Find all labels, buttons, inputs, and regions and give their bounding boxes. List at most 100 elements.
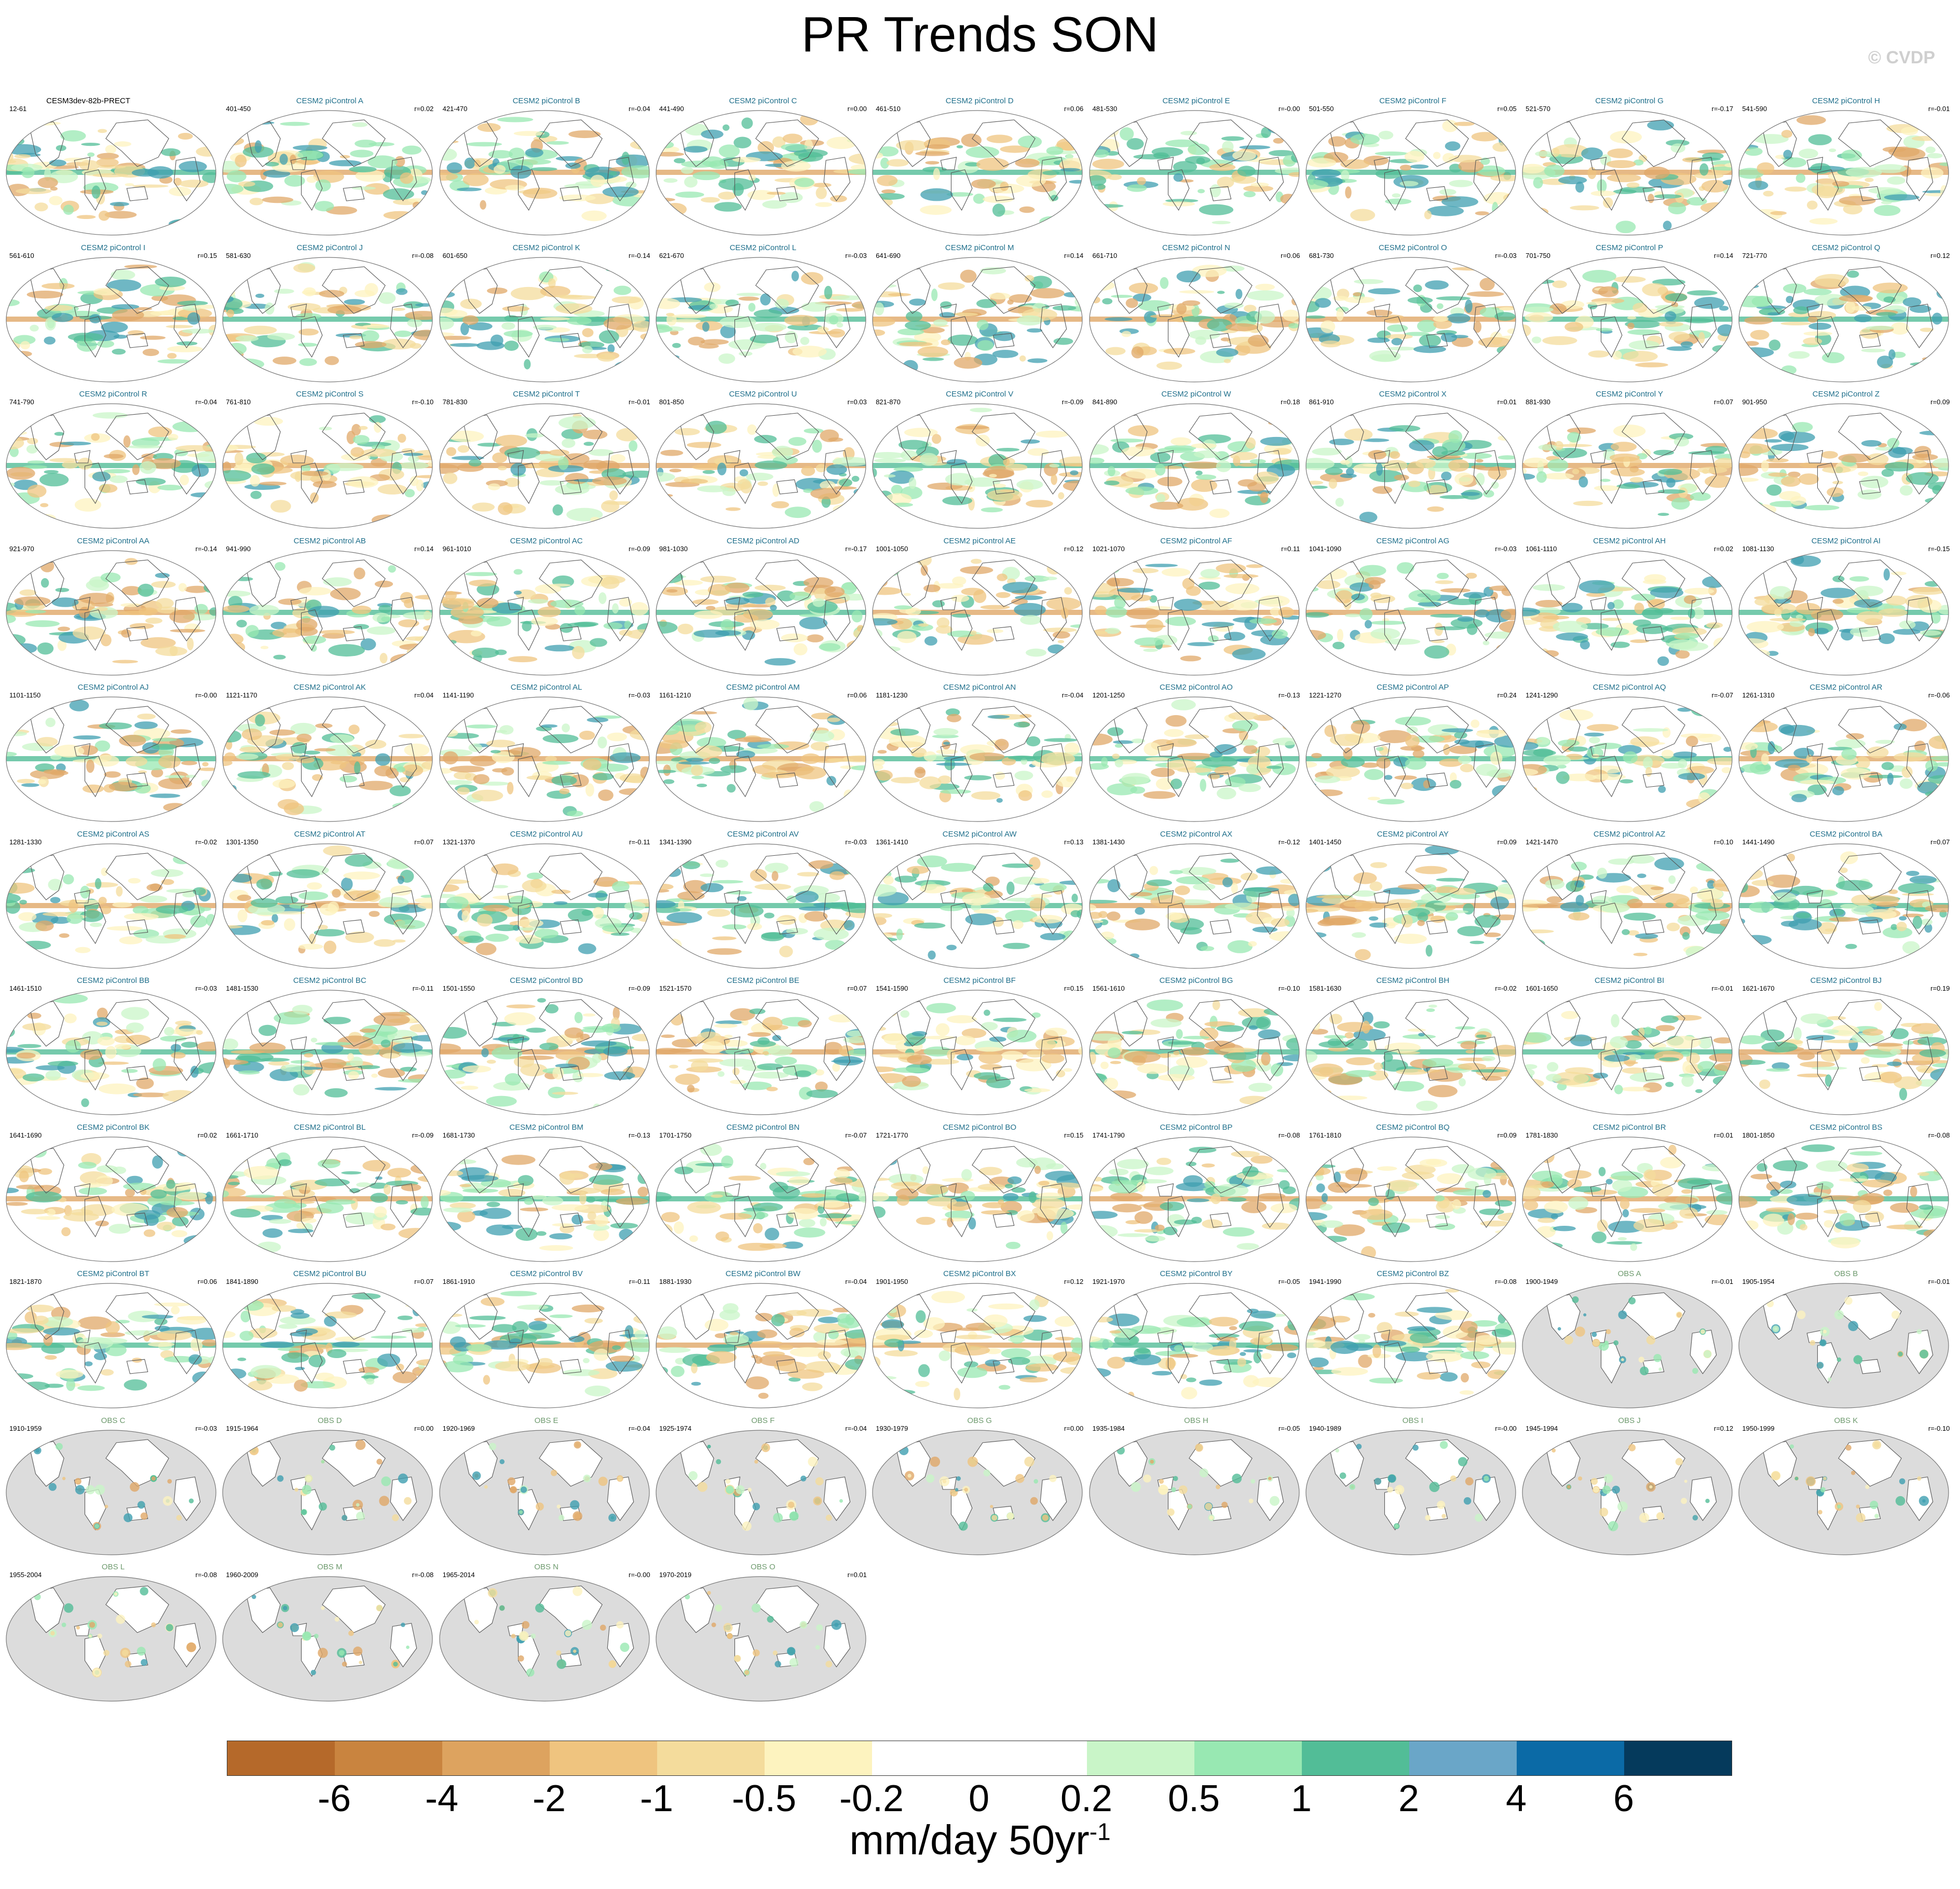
panel-years: 1921-1970 — [1092, 1278, 1125, 1285]
panel-title: CESM2 piControl AB — [293, 536, 366, 545]
panel-years: 961-1010 — [442, 544, 471, 553]
model-map-panel: CESM2 piControl Y 881-930 r=0.07 — [1521, 390, 1737, 537]
panel-pattern-correlation: r=0.10 — [1713, 838, 1734, 846]
world-map — [872, 990, 1083, 1115]
panel-title: CESM2 piControl AA — [77, 536, 149, 545]
panel-years: 421-470 — [442, 105, 468, 113]
model-map-panel: CESM2 piControl A 401-450 r=0.02 — [222, 97, 438, 244]
panel-pattern-correlation: r=-0.05 — [1278, 1278, 1300, 1285]
panel-title: OBS I — [1402, 1416, 1423, 1425]
panel-pattern-correlation: r=-0.12 — [1278, 838, 1300, 846]
panel-title: CESM2 piControl AG — [1376, 536, 1450, 545]
panel-pattern-correlation: r=0.12 — [1713, 1424, 1734, 1432]
model-map-panel: CESM2 piControl B 421-470 r=-0.04 — [439, 97, 655, 244]
world-map — [439, 843, 650, 969]
panel-pattern-correlation: r=0.00 — [1064, 1424, 1084, 1432]
panel-pattern-correlation: r=-0.03 — [195, 1424, 217, 1432]
panel-title: CESM2 piControl D — [945, 97, 1014, 105]
panel-years: 1041-1090 — [1309, 544, 1341, 553]
panel-years: 1581-1630 — [1309, 984, 1341, 992]
model-map-panel: CESM2 piControl BR 1781-1830 r=0.01 — [1521, 1123, 1737, 1270]
world-map — [1522, 550, 1733, 676]
panel-years: 921-970 — [9, 544, 34, 553]
colorbar-tick-label: -0.2 — [839, 1778, 904, 1819]
model-map-panel: CESM2 piControl E 481-530 r=-0.00 — [1088, 97, 1304, 244]
model-map-panel: CESM2 piControl AX 1381-1430 r=-0.12 — [1088, 830, 1304, 977]
panel-title: CESM2 piControl BV — [510, 1269, 583, 1278]
panel-title: CESM2 piControl AN — [943, 683, 1016, 692]
model-map-panel: CESM2 piControl V 821-870 r=-0.09 — [872, 390, 1087, 537]
model-map-panel: CESM2 piControl BP 1741-1790 r=-0.08 — [1088, 1123, 1304, 1270]
panel-years: 501-550 — [1309, 105, 1334, 113]
panel-title: CESM2 piControl BJ — [1810, 976, 1882, 985]
model-map-panel: CESM2 piControl T 781-830 r=-0.01 — [439, 390, 655, 537]
model-map-panel: CESM2 piControl AZ 1421-1470 r=0.10 — [1521, 829, 1737, 977]
panel-title: CESM2 piControl AZ — [1593, 829, 1666, 839]
panel-title: CESM2 piControl AH — [1593, 536, 1666, 545]
world-map — [1088, 110, 1300, 236]
panel-title: CESM2 piControl AO — [1160, 683, 1233, 692]
colorbar-tick-label: 0 — [968, 1778, 990, 1819]
world-map — [6, 550, 216, 676]
panel-title: CESM2 piControl P — [1596, 243, 1664, 252]
panel-pattern-correlation: r=-0.00 — [195, 691, 217, 699]
world-map — [222, 256, 433, 382]
obs-map-panel: OBS M 1960-2009 r=-0.08 — [222, 1563, 438, 1710]
panel-pattern-correlation: r=-0.10 — [1278, 984, 1300, 992]
panel-pattern-correlation: r=-0.10 — [412, 398, 434, 406]
panel-pattern-correlation: r=-0.00 — [1278, 105, 1300, 113]
panel-pattern-correlation: r=-0.04 — [1061, 691, 1084, 699]
panel-title: CESM2 piControl AK — [293, 683, 366, 692]
obs-map-panel: OBS J 1945-1994 r=0.12 — [1521, 1416, 1737, 1564]
units-exponent: -1 — [1089, 1818, 1111, 1845]
panel-years: 1481-1530 — [226, 984, 258, 992]
panel-years: 1781-1830 — [1526, 1131, 1558, 1139]
model-map-panel: CESM2 piControl K 601-650 r=-0.14 — [439, 243, 655, 391]
panel-pattern-correlation: r=0.15 — [1064, 984, 1084, 992]
panel-pattern-correlation: r=-0.08 — [412, 1571, 434, 1579]
panel-pattern-correlation: r=0.04 — [414, 691, 434, 699]
colorbar-swatch — [1087, 1741, 1194, 1775]
model-map-panel: CESM2 piControl BC 1481-1530 r=-0.11 — [222, 976, 438, 1124]
world-map — [1305, 990, 1516, 1115]
world-map — [1522, 990, 1733, 1115]
panel-years: 641-690 — [876, 251, 901, 259]
colorbar-tick-label: 6 — [1613, 1778, 1635, 1819]
panel-pattern-correlation: r=-0.13 — [629, 1131, 650, 1139]
world-map — [872, 1283, 1083, 1408]
model-map-panel: CESM2 piControl BU 1841-1890 r=0.07 — [222, 1269, 438, 1417]
panel-title: OBS L — [101, 1563, 125, 1571]
page-title: PR Trends SON — [801, 7, 1159, 62]
panel-pattern-correlation: r=-0.01 — [1711, 984, 1734, 992]
world-map — [1305, 403, 1516, 529]
panel-pattern-correlation: r=0.02 — [197, 1131, 217, 1139]
panel-pattern-correlation: r=-0.04 — [845, 1278, 867, 1285]
colorbar-swatch — [657, 1741, 765, 1775]
panel-years: 1101-1150 — [9, 691, 41, 699]
model-map-panel: CESM2 piControl D 461-510 r=0.06 — [872, 97, 1087, 244]
model-map-panel: CESM2 piControl J 581-630 r=-0.08 — [222, 243, 438, 391]
model-map-panel: CESM2 piControl AD 981-1030 r=-0.17 — [655, 537, 871, 684]
panel-pattern-correlation: r=-0.11 — [629, 1278, 650, 1285]
panel-title: CESM2 piControl R — [79, 390, 147, 399]
world-map — [6, 1429, 216, 1555]
panel-years: 681-730 — [1309, 251, 1334, 259]
panel-years: 1281-1330 — [9, 838, 42, 846]
model-map-panel: CESM2 piControl AV 1341-1390 r=-0.03 — [655, 830, 871, 977]
panel-years: 661-710 — [1092, 251, 1118, 259]
panel-years: 1501-1550 — [442, 984, 475, 992]
panel-pattern-correlation: r=-0.11 — [629, 838, 650, 846]
panel-years: 1925-1974 — [659, 1424, 692, 1432]
model-map-panel: CESM2 piControl U 801-850 r=0.03 — [655, 390, 871, 537]
model-map-panel: CESM2 piControl BA 1441-1490 r=0.07 — [1738, 830, 1954, 977]
panel-pattern-correlation: r=-0.02 — [195, 838, 217, 846]
world-map — [6, 1576, 216, 1702]
panel-pattern-correlation: r=0.01 — [847, 1571, 867, 1579]
panel-pattern-correlation: r=0.06 — [197, 1278, 217, 1285]
world-map — [1738, 256, 1949, 382]
panel-title: CESM2 piControl U — [729, 390, 797, 399]
model-map-panel: CESM2 piControl C 441-490 r=0.00 — [655, 97, 871, 244]
panel-pattern-correlation: r=-0.14 — [195, 544, 217, 553]
panel-years: 1201-1250 — [1092, 691, 1125, 699]
panel-title: CESM2 piControl AT — [294, 829, 365, 839]
